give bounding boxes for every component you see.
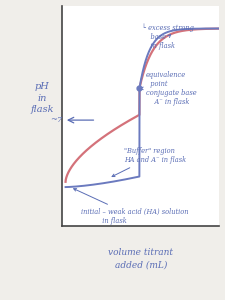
Text: └ excess strong
    base
    in flask: └ excess strong base in flask: [142, 23, 194, 50]
Text: volume titrant
added (mL): volume titrant added (mL): [108, 248, 173, 269]
Text: equivalence
  point
conjugate base
    A⁻ in flask: equivalence point conjugate base A⁻ in f…: [140, 71, 196, 106]
Text: pH
in
flask: pH in flask: [30, 82, 54, 114]
Text: ~7: ~7: [50, 116, 63, 124]
Text: "Buffer" region
HA and A⁻ in flask: "Buffer" region HA and A⁻ in flask: [112, 146, 186, 176]
Text: initial – weak acid (HA) solution
          in flask: initial – weak acid (HA) solution in fla…: [74, 189, 189, 225]
